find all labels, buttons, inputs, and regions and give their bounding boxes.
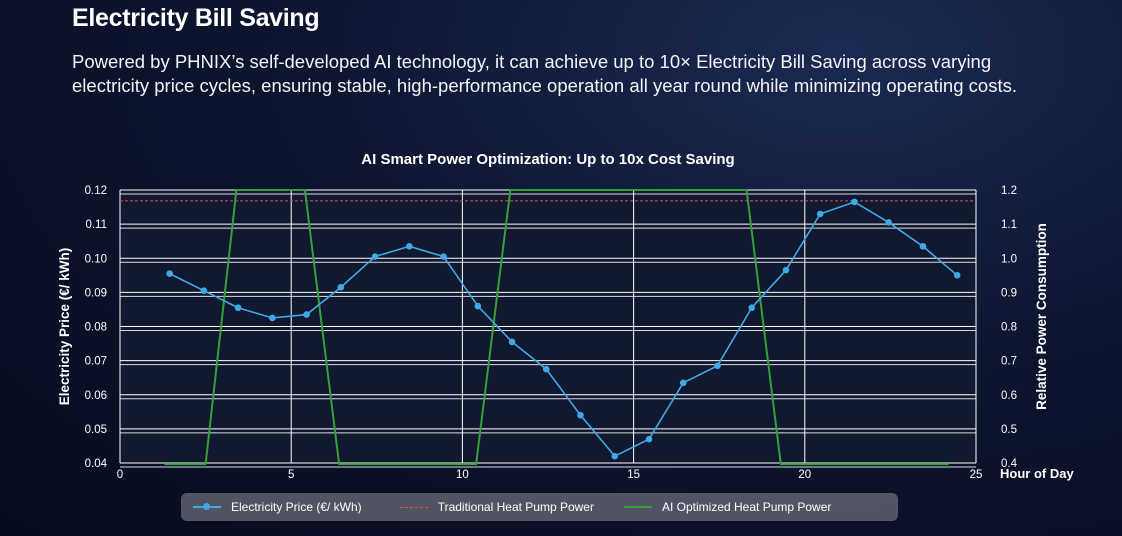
x-tick-label: 5 xyxy=(288,469,294,481)
price-point xyxy=(542,365,550,373)
legend-swatch-traditional xyxy=(399,501,428,513)
y2-tick-label: 1.2 xyxy=(1001,185,1017,197)
page-description: Powered by PHNIX’s self-developed AI tec… xyxy=(72,51,1017,96)
y2-tick-label: 1.0 xyxy=(1001,253,1017,265)
y2-tick-label: 0.4 xyxy=(1001,458,1018,470)
price-point xyxy=(611,452,619,460)
price-point xyxy=(851,198,858,206)
y-axis-label: Electricity Price (€/ kWh) xyxy=(57,248,72,406)
price-point xyxy=(885,219,892,226)
price-point xyxy=(303,311,310,318)
price-point xyxy=(371,253,379,260)
y-tick-label: 0.07 xyxy=(85,356,107,368)
y-tick-label: 0.12 xyxy=(85,185,107,197)
legend-label-price: Electricity Price (€/ kWh) xyxy=(231,500,362,514)
y-tick-label: 0.05 xyxy=(85,424,107,436)
y-tick-label: 0.04 xyxy=(85,458,108,470)
x-tick-label: 15 xyxy=(627,469,640,481)
y2-tick-label: 0.8 xyxy=(1001,322,1017,334)
y2-tick-label: 0.6 xyxy=(1001,390,1017,402)
legend-swatch-price xyxy=(193,501,221,513)
price-point xyxy=(782,266,790,274)
y2-tick-label: 1.1 xyxy=(1001,219,1017,231)
price-point xyxy=(679,379,687,387)
axis-layer: 0.04 0.05 0.06 0.07 0.08 0.09 0.10 0.11 0.12 0.4 0… xyxy=(57,185,1074,481)
price-point xyxy=(440,253,447,260)
x-tick-label: 10 xyxy=(456,469,469,481)
price-point xyxy=(577,411,584,419)
legend-label-ai: AI Optimized Heat Pump Power xyxy=(661,500,832,514)
y-tick-label: 0.10 xyxy=(85,253,107,265)
legend-swatch-ai xyxy=(623,501,652,513)
ai-power-line xyxy=(164,189,949,466)
x-tick-label: 0 xyxy=(117,469,123,481)
price-point xyxy=(474,302,482,310)
grid-layer xyxy=(119,189,977,468)
price-point xyxy=(816,210,824,218)
y2-tick-label: 0.7 xyxy=(1001,356,1017,368)
y2-axis-label: Relative Power Consumption xyxy=(1034,223,1049,410)
price-point xyxy=(714,362,721,370)
y-tick-label: 0.09 xyxy=(85,287,107,299)
legend-item-traditional: Traditional Heat Pump Power xyxy=(399,500,594,514)
x-axis-label: Hour of Day xyxy=(1000,466,1074,481)
legend-item-ai: AI Optimized Heat Pump Power xyxy=(623,500,832,514)
price-point xyxy=(748,304,756,312)
price-point xyxy=(406,243,413,250)
price-point xyxy=(953,272,961,279)
price-point xyxy=(508,338,516,346)
y-tick-label: 0.11 xyxy=(85,219,107,231)
y-tick-label: 0.06 xyxy=(85,390,107,402)
y2-tick-label: 0.5 xyxy=(1001,424,1017,436)
legend-label-traditional: Traditional Heat Pump Power xyxy=(437,500,594,514)
x-tick-label: 20 xyxy=(798,469,811,481)
page-title: Electricity Bill Saving xyxy=(72,4,320,32)
y2-tick-label: 0.9 xyxy=(1001,287,1017,299)
price-point xyxy=(269,314,276,322)
y-tick-label: 0.08 xyxy=(85,322,107,334)
price-point xyxy=(645,435,653,443)
chart-legend: Electricity Price (€/ kWh) Traditional H… xyxy=(181,493,898,521)
price-point xyxy=(919,243,927,250)
price-point xyxy=(166,270,173,277)
series-layer xyxy=(120,189,976,466)
price-point xyxy=(200,287,208,294)
price-point xyxy=(337,283,345,291)
price-line xyxy=(169,201,958,458)
chart-title: AI Smart Power Optimization: Up to 10x C… xyxy=(361,151,735,168)
price-point xyxy=(234,304,242,312)
legend-item-price: Electricity Price (€/ kWh) xyxy=(193,500,362,514)
x-tick-label: 25 xyxy=(970,469,983,481)
